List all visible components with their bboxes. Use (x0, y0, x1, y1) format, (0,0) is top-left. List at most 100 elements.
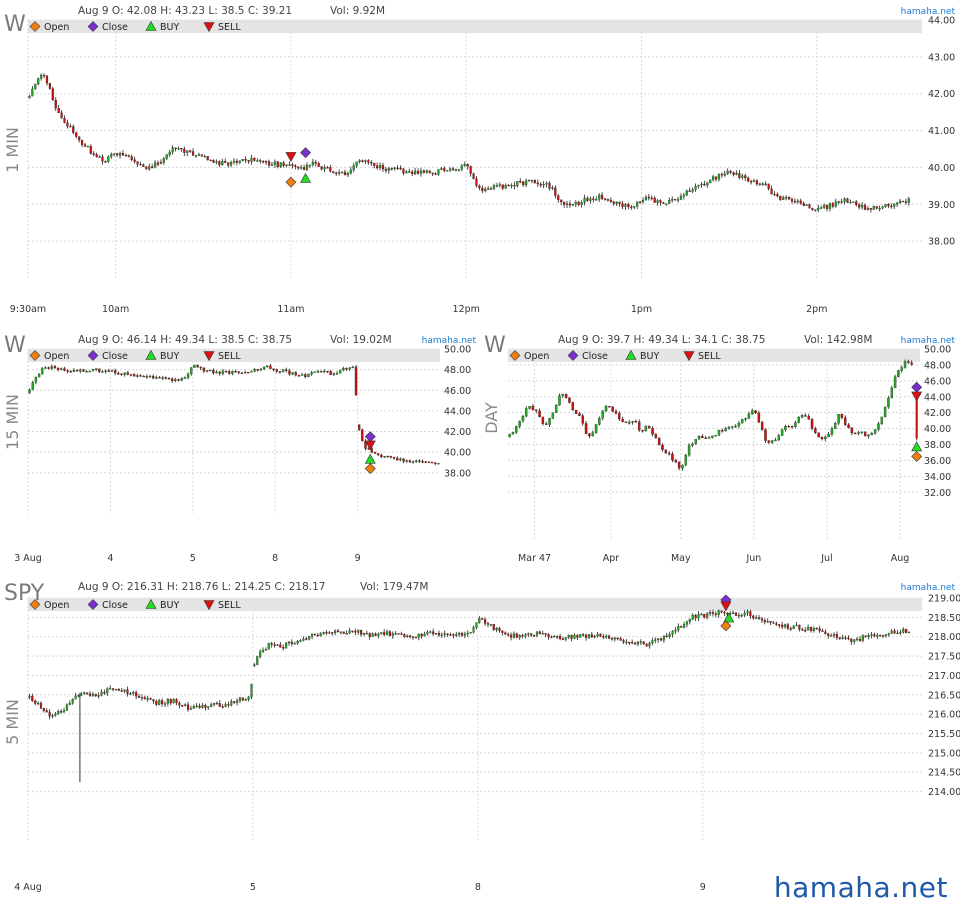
candle-body (475, 622, 478, 628)
candle-body (877, 423, 880, 430)
site-credit: hamaha.net (901, 7, 956, 17)
candle-body (50, 366, 53, 369)
candle-body (539, 183, 542, 186)
candle-body (405, 171, 408, 174)
candle-body (183, 148, 186, 153)
y-tick-label: 42.00 (924, 408, 951, 419)
candle-body (463, 633, 466, 636)
y-tick-label: 42.00 (928, 89, 955, 100)
candle-body (234, 371, 237, 373)
candle-body (625, 641, 628, 644)
legend-label: BUY (640, 351, 659, 362)
candle-body (411, 171, 414, 175)
candle-body (452, 634, 455, 636)
candle-body (132, 374, 136, 377)
candle-body (423, 633, 426, 637)
candle-body (126, 372, 130, 375)
candle-body (250, 157, 253, 162)
y-tick-label: 43.00 (928, 52, 955, 63)
marker-buy (300, 172, 312, 183)
candle-body (272, 368, 275, 370)
candle-body (235, 160, 238, 163)
candle-body (387, 168, 390, 171)
candle-body (409, 635, 412, 638)
candle-body (671, 453, 674, 461)
candle-body (749, 611, 752, 617)
candle-body (671, 199, 674, 201)
candle-body (39, 703, 43, 709)
candle-body (80, 139, 84, 145)
candle-body (770, 188, 773, 195)
candle-body (206, 156, 209, 161)
candle-body (28, 695, 31, 698)
candle-body (207, 706, 210, 708)
candle-body (814, 209, 817, 211)
candle-body (642, 641, 645, 644)
candle-body (419, 170, 423, 174)
candle-body (515, 633, 518, 638)
candle-body (221, 161, 224, 166)
candle-body (60, 112, 63, 119)
candle-body (229, 162, 233, 166)
candle-body (758, 183, 761, 185)
candle-body (168, 151, 171, 155)
candle-body (584, 423, 588, 434)
candle-body (587, 634, 591, 638)
candle-body (856, 638, 859, 641)
candle-body (785, 197, 788, 199)
candle-body (148, 375, 152, 378)
marker-sell (285, 152, 297, 162)
candle-body (721, 430, 724, 432)
candle-body (437, 633, 441, 636)
volume-header: Vol: 179.47M (360, 581, 428, 593)
candle-body (723, 611, 726, 614)
candle-body (291, 372, 294, 375)
candle-body (898, 200, 902, 204)
candle-body (399, 167, 402, 170)
candle-body (538, 631, 541, 634)
candle-body (437, 169, 440, 175)
candle-body (171, 147, 174, 153)
x-tick-label: 2pm (806, 304, 827, 315)
candle-body (31, 382, 34, 390)
y-tick-label: 215.00 (928, 748, 960, 759)
candle-body (752, 615, 755, 619)
marker-open (911, 451, 923, 462)
candle-body (66, 122, 69, 127)
candle-body (776, 193, 779, 197)
candle-body (237, 371, 240, 373)
candle-body (41, 367, 44, 375)
candle-body (770, 440, 774, 443)
x-tick-label: 4 (107, 553, 113, 564)
candle-body (685, 190, 688, 196)
candle-body (810, 419, 814, 429)
candle-body (69, 371, 72, 373)
legend-label: SELL (218, 600, 241, 611)
candle-body (153, 162, 157, 168)
candle-body (732, 612, 735, 615)
candle-body (276, 161, 279, 168)
candle-body (200, 154, 203, 157)
candle-body (481, 618, 484, 620)
candle-body (554, 404, 558, 413)
legend-label: Close (102, 351, 128, 362)
candle-body (120, 373, 123, 375)
candle-body (668, 200, 671, 204)
candle-body (732, 172, 735, 175)
candle-body (54, 713, 57, 716)
y-tick-label: 44.00 (444, 406, 471, 417)
candle-body (253, 157, 256, 161)
candle-body (338, 172, 341, 174)
candle-body (158, 377, 161, 379)
candle-body (195, 705, 198, 708)
candle-body (355, 161, 358, 166)
candle-body (45, 710, 48, 713)
candle-body (778, 624, 781, 626)
candle-body (857, 432, 860, 434)
candle-body (887, 397, 890, 408)
candle-body (507, 184, 510, 187)
candle-body (647, 425, 651, 429)
candle-body (215, 161, 218, 163)
candle-body (598, 418, 601, 425)
candle-body (897, 370, 900, 377)
